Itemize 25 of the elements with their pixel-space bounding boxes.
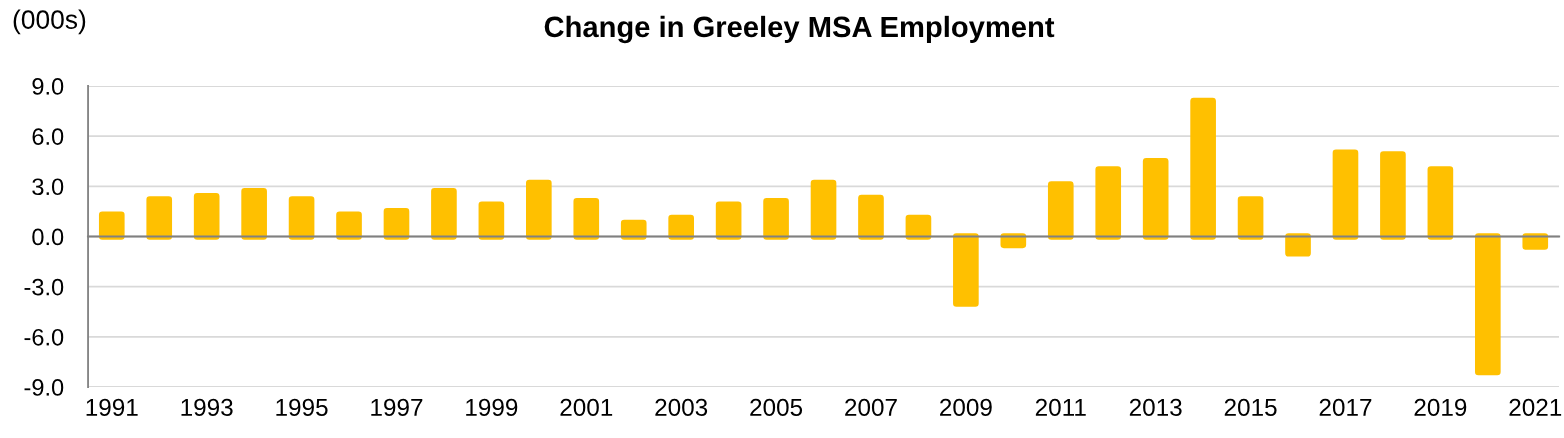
x-tick-label: 2017 xyxy=(1319,398,1372,416)
x-tick-label: 1993 xyxy=(181,398,233,416)
y-tick-label: -6.0 xyxy=(24,328,64,346)
x-tick-label: 2001 xyxy=(560,398,613,416)
y-tick-label: -3.0 xyxy=(24,278,64,296)
x-tick-label: 2011 xyxy=(1035,398,1086,416)
y-tick-label: 3.0 xyxy=(32,178,64,196)
chart-title: Change in Greeley MSA Employment xyxy=(544,15,1055,44)
x-tick-label: 2013 xyxy=(1129,398,1182,416)
x-tick-label: 2009 xyxy=(940,398,992,416)
x-tick-label: 2015 xyxy=(1224,398,1277,416)
x-tick-label: 1999 xyxy=(466,398,518,416)
x-tick-label: 2021 xyxy=(1509,398,1562,416)
y-tick-label: 6.0 xyxy=(32,128,64,145)
y-tick-label: 0.0 xyxy=(32,228,64,246)
y-tick-label: -9.0 xyxy=(24,379,64,396)
y-tick-label: 9.0 xyxy=(32,78,64,95)
x-tick-label: 1991 xyxy=(86,398,138,416)
x-tick-label: 1995 xyxy=(276,398,328,416)
x-tick-label: 2003 xyxy=(655,398,708,416)
x-tick-label: 1997 xyxy=(371,398,423,416)
x-tick-label: 2007 xyxy=(845,398,897,416)
x-tick-label: 2019 xyxy=(1414,398,1467,416)
x-tick-label: 2005 xyxy=(750,398,803,416)
y-axis-title: (000s) xyxy=(13,9,86,35)
